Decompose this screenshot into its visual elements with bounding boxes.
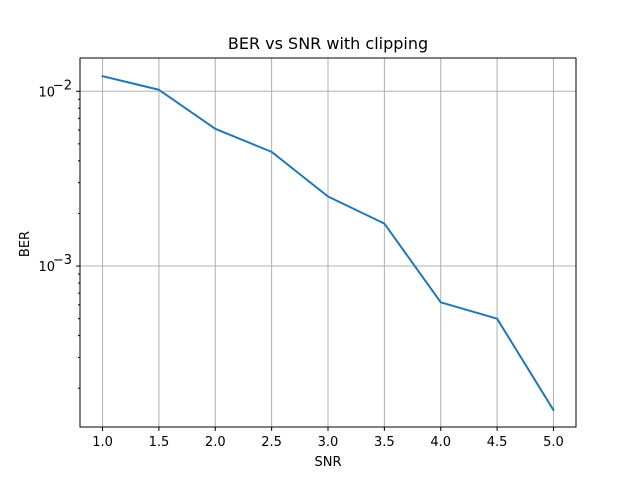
x-tick-label: 3.5 (374, 435, 395, 450)
x-tick-label: 1.0 (92, 435, 113, 450)
chart-title: BER vs SNR with clipping (228, 34, 428, 53)
x-tick-label: 2.5 (261, 435, 282, 450)
x-axis-label: SNR (314, 455, 341, 470)
x-tick-label: 4.5 (487, 435, 508, 450)
x-tick-label: 4.0 (430, 435, 451, 450)
y-tick-exponent: −2 (53, 78, 72, 93)
y-tick-label: 10 (38, 85, 55, 100)
plot-series (101, 75, 555, 412)
y-axis-label: BER (18, 231, 33, 257)
x-tick-label: 1.5 (149, 435, 170, 450)
y-axis-ticks: 10−310−2 (38, 78, 80, 389)
x-tick-label: 2.0 (205, 435, 226, 450)
x-axis-ticks: 1.0 1.5 2.0 2.5 3.0 3.5 4.0 4.5 5.0 (92, 427, 564, 450)
y-tick-label: 10 (38, 260, 55, 275)
ber-series-line (101, 75, 555, 412)
y-tick-exponent: −3 (53, 253, 72, 268)
x-tick-label: 5.0 (543, 435, 564, 450)
x-tick-label: 3.0 (318, 435, 339, 450)
